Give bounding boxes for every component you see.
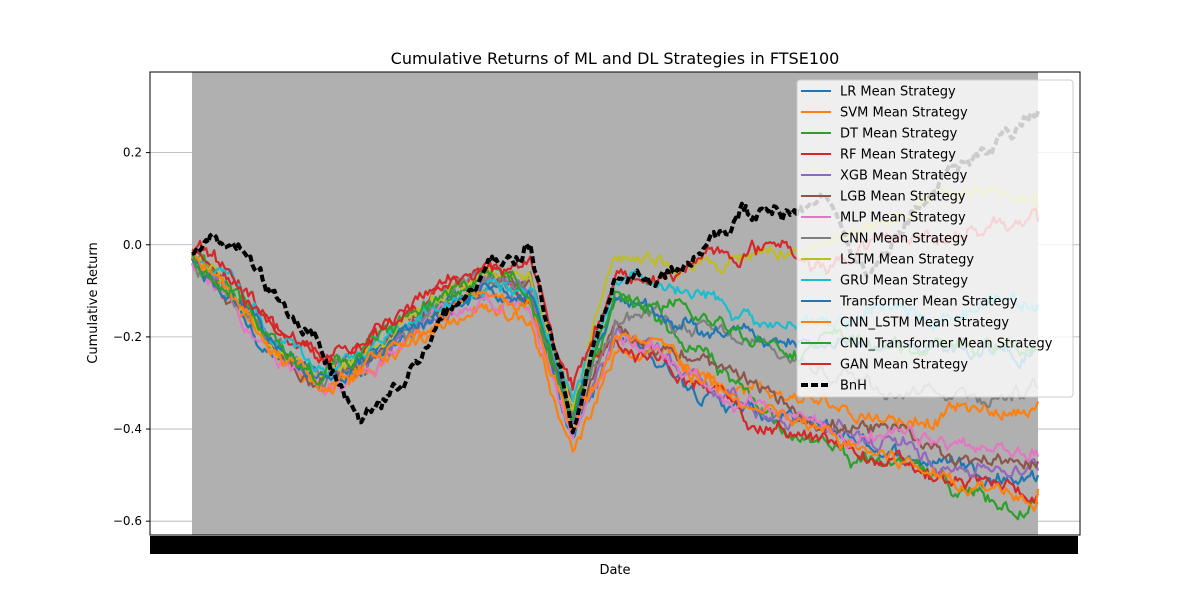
legend-label: RF Mean Strategy	[840, 148, 956, 163]
legend-label: DT Mean Strategy	[840, 127, 958, 142]
y-tick-label: 0.2	[123, 146, 142, 160]
series-line-cnn-lstm-mean-strategy	[191, 254, 1040, 512]
legend-label: SVM Mean Strategy	[840, 106, 968, 121]
legend-label: CNN_Transformer Mean Strategy	[840, 337, 1053, 352]
legend-label: LR Mean Strategy	[840, 85, 956, 100]
legend-label: CNN Mean Strategy	[840, 232, 968, 247]
y-tick-label: −0.6	[113, 514, 142, 528]
y-axis: −0.6 −0.4 −0.2 0.0 0.2	[113, 146, 150, 528]
legend-label: GAN Mean Strategy	[840, 358, 968, 373]
legend-label: Transformer Mean Strategy	[839, 295, 1018, 310]
legend: LR Mean Strategy SVM Mean Strategy DT Mean…	[796, 79, 1074, 398]
legend-label: MLP Mean Strategy	[840, 211, 966, 226]
legend-box	[796, 79, 1074, 398]
y-tick-label: −0.4	[113, 422, 142, 436]
y-axis-label: Cumulative Return	[86, 242, 101, 363]
chart-title: Cumulative Returns of ML and DL Strategi…	[391, 49, 840, 68]
y-tick-label: 0.0	[123, 238, 142, 252]
legend-label: LGB Mean Strategy	[840, 190, 966, 205]
y-tick-label: −0.2	[113, 330, 142, 344]
plot-frame	[149, 71, 1081, 536]
legend-label: XGB Mean Strategy	[840, 169, 968, 184]
legend-label: GRU Mean Strategy	[840, 274, 968, 289]
legend-label: LSTM Mean Strategy	[840, 253, 974, 268]
x-axis-label: Date	[599, 563, 630, 578]
legend-label: BnH	[840, 379, 867, 394]
x-tick-label-overlap-band	[150, 536, 1078, 554]
legend-label: CNN_LSTM Mean Strategy	[840, 316, 1009, 331]
